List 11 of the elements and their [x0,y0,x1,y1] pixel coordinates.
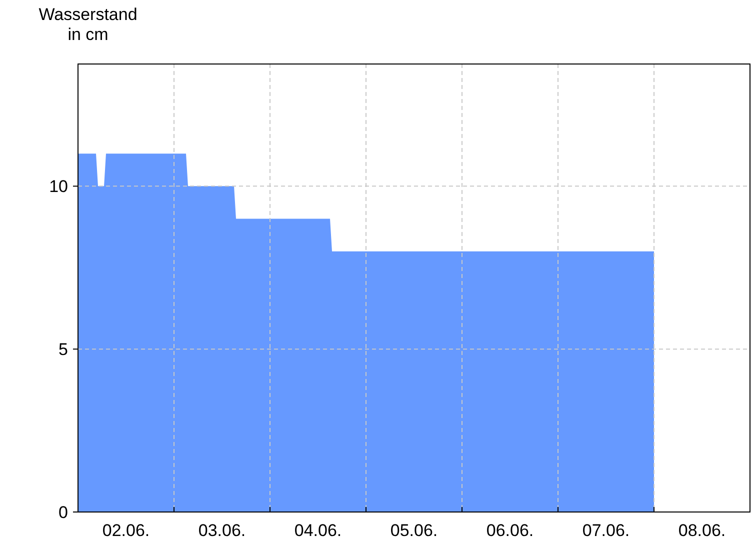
x-tick-label: 03.06. [198,521,246,540]
x-tick-label: 07.06. [582,521,630,540]
x-tick-label: 02.06. [102,521,150,540]
x-tick-label: 04.06. [294,521,342,540]
y-axis-title: Wasserstand in cm [38,5,138,44]
y-tick-label: 0 [58,503,68,522]
x-tick-label: 06.06. [486,521,534,540]
y-tick-label: 10 [49,177,68,196]
y-tick-label: 5 [58,340,68,360]
x-tick-label: 08.06. [678,521,726,540]
x-tick-label: 05.06. [390,521,438,540]
